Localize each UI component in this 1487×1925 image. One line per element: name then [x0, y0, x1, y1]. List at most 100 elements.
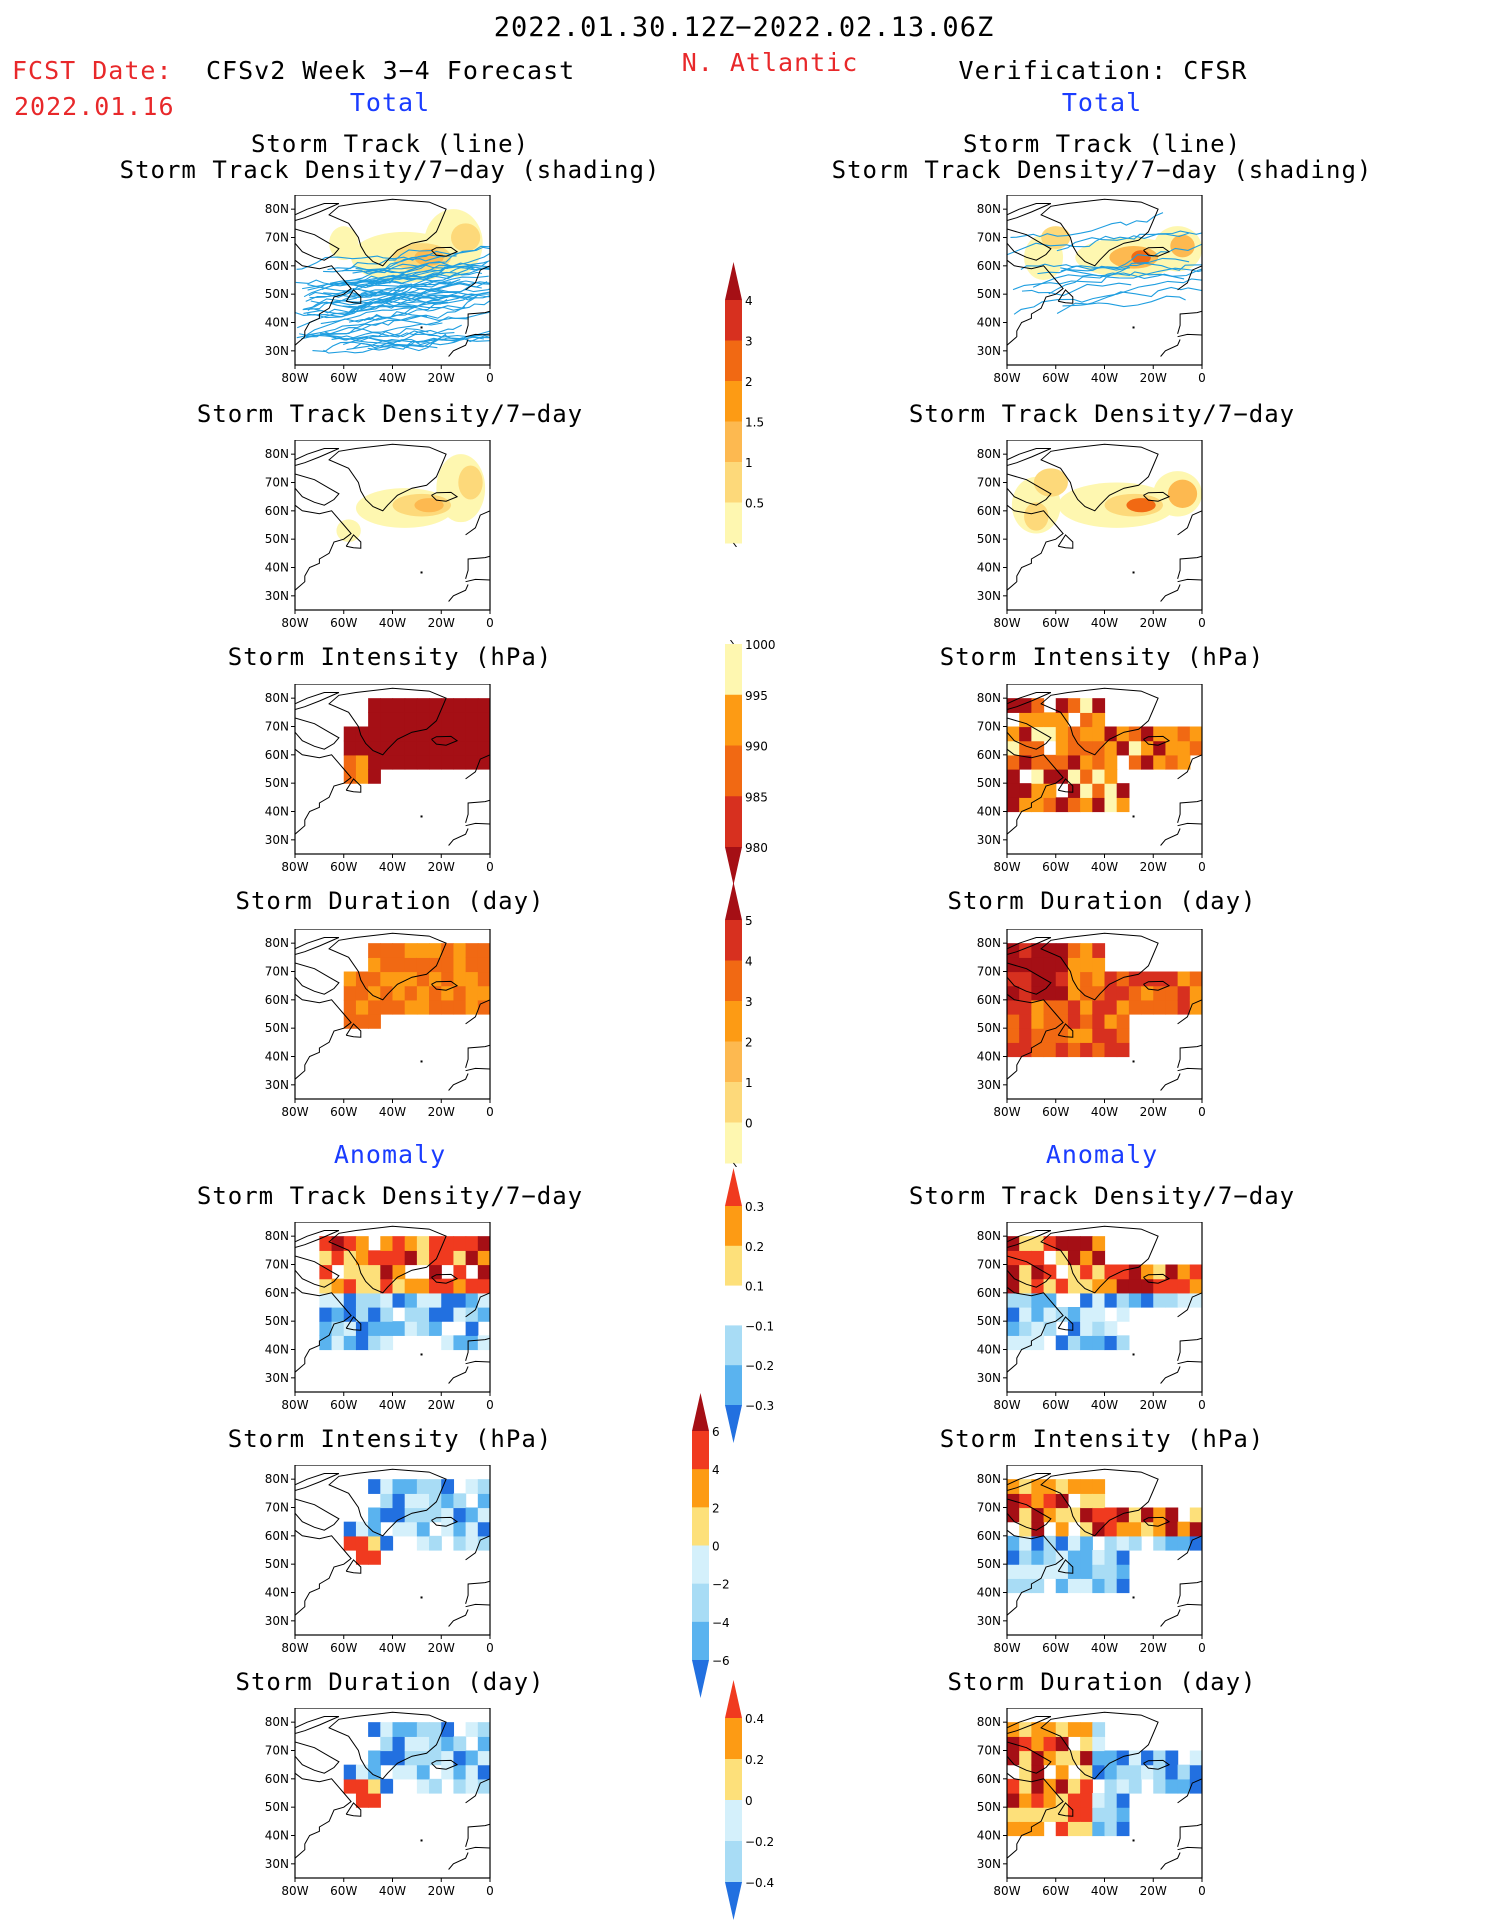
svg-text:40W: 40W — [1091, 1105, 1118, 1119]
svg-text:60N: 60N — [977, 1772, 1001, 1786]
svg-text:50N: 50N — [977, 532, 1001, 546]
svg-text:995: 995 — [745, 689, 768, 703]
svg-text:60W: 60W — [1042, 1884, 1069, 1898]
svg-text:80N: 80N — [977, 936, 1001, 950]
svg-text:5: 5 — [745, 914, 753, 928]
svg-text:3: 3 — [745, 335, 753, 349]
verification-title: Verification: CFSR — [958, 56, 1248, 85]
svg-text:0.5: 0.5 — [745, 497, 764, 511]
svg-text:40N: 40N — [977, 805, 1001, 819]
svg-text:−0.2: −0.2 — [745, 1359, 774, 1373]
svg-text:2: 2 — [712, 1501, 720, 1515]
svg-text:60W: 60W — [330, 616, 357, 630]
svg-text:70N: 70N — [265, 476, 289, 490]
svg-text:80N: 80N — [265, 691, 289, 705]
svg-text:60W: 60W — [1042, 1105, 1069, 1119]
fcst-date-value: 2022.01.16 — [14, 92, 175, 121]
svg-text:20W: 20W — [1140, 860, 1167, 874]
region-title: N. Atlantic — [681, 48, 859, 77]
svg-text:30N: 30N — [977, 589, 1001, 603]
svg-text:990: 990 — [745, 740, 768, 754]
svg-text:40W: 40W — [379, 1105, 406, 1119]
svg-text:60N: 60N — [977, 748, 1001, 762]
svg-text:30N: 30N — [977, 833, 1001, 847]
svg-text:0: 0 — [1198, 616, 1206, 630]
svg-text:60N: 60N — [977, 504, 1001, 518]
svg-text:50N: 50N — [977, 1021, 1001, 1035]
svg-text:60N: 60N — [977, 1529, 1001, 1543]
title-density-anom-left: Storm Track Density/7−day — [196, 1182, 584, 1210]
svg-text:20W: 20W — [1140, 1105, 1167, 1119]
svg-text:40N: 40N — [977, 316, 1001, 330]
map-intensity-forecast: 80N 70N 60N 50N 40N 30N 80W 60W 40W 20W 0 — [265, 684, 494, 874]
svg-text:80W: 80W — [993, 1641, 1020, 1655]
map-duration-verification: 80N 70N 60N 50N 40N 30N 80W 60W 40W 20W 0 — [977, 929, 1206, 1119]
svg-text:60N: 60N — [977, 993, 1001, 1007]
svg-text:20W: 20W — [428, 616, 455, 630]
title-track-line-left: Storm Track (line) — [250, 130, 530, 158]
svg-text:20W: 20W — [428, 1105, 455, 1119]
svg-text:30N: 30N — [265, 344, 289, 358]
svg-text:4: 4 — [712, 1463, 720, 1477]
svg-text:40W: 40W — [379, 860, 406, 874]
svg-text:1: 1 — [745, 456, 753, 470]
svg-text:70N: 70N — [977, 1501, 1001, 1515]
map-intensity-anom-forecast: 80N 70N 60N 50N 40N 30N 80W 60W 40W 20W 0 — [265, 1465, 494, 1655]
svg-text:0: 0 — [486, 371, 494, 385]
svg-text:0.2: 0.2 — [745, 1753, 764, 1767]
svg-text:50N: 50N — [265, 1800, 289, 1814]
svg-text:1000: 1000 — [745, 640, 776, 652]
svg-text:30N: 30N — [265, 833, 289, 847]
map-duration-anom-forecast: 80N 70N 60N 50N 40N 30N 80W 60W 40W 20W 0 — [265, 1708, 494, 1898]
svg-text:80W: 80W — [993, 371, 1020, 385]
svg-text:40W: 40W — [1091, 1641, 1118, 1655]
svg-text:2: 2 — [745, 1036, 753, 1050]
svg-text:0: 0 — [486, 616, 494, 630]
svg-text:−4: −4 — [712, 1616, 730, 1630]
svg-text:80N: 80N — [977, 447, 1001, 461]
title-track-density-right: Storm Track Density/7−day — [908, 400, 1296, 428]
svg-text:40W: 40W — [379, 1398, 406, 1412]
title-intensity-right: Storm Intensity (hPa) — [939, 643, 1265, 671]
svg-text:40W: 40W — [379, 371, 406, 385]
anomaly-label-left: Anomaly — [333, 1140, 447, 1169]
total-label-right: Total — [1061, 88, 1143, 117]
svg-text:40N: 40N — [265, 1586, 289, 1600]
colorbar-density-anom: 0.3 0.2 0.1 −0.1 −0.2 −0.3 — [725, 1168, 774, 1443]
svg-text:60W: 60W — [1042, 860, 1069, 874]
svg-text:0: 0 — [712, 1540, 720, 1554]
colorbar-intensity-anom: 6 4 2 0 −2 −4 −6 — [692, 1393, 730, 1698]
svg-text:50N: 50N — [265, 1557, 289, 1571]
svg-text:70N: 70N — [977, 231, 1001, 245]
svg-text:40N: 40N — [977, 1050, 1001, 1064]
map-density-forecast: 80N 70N 60N 50N 40N 30N 80W 60W 40W 20W 0 — [265, 440, 494, 630]
title-track-density-shading-right: Storm Track Density/7−day (shading) — [831, 156, 1373, 184]
svg-text:80N: 80N — [265, 202, 289, 216]
svg-text:60W: 60W — [1042, 1641, 1069, 1655]
svg-text:80W: 80W — [281, 1398, 308, 1412]
svg-text:40W: 40W — [1091, 371, 1118, 385]
svg-text:40N: 40N — [265, 805, 289, 819]
svg-text:980: 980 — [745, 841, 768, 855]
svg-text:40W: 40W — [1091, 860, 1118, 874]
svg-text:30N: 30N — [977, 344, 1001, 358]
svg-text:50N: 50N — [977, 1800, 1001, 1814]
svg-text:4: 4 — [745, 294, 753, 308]
svg-text:80W: 80W — [993, 1105, 1020, 1119]
map-density-anom-forecast: 80N 70N 60N 50N 40N 30N 80W 60W 40W 20W 0 — [265, 1222, 494, 1412]
svg-text:70N: 70N — [977, 720, 1001, 734]
title-density-anom-right: Storm Track Density/7−day — [908, 1182, 1296, 1210]
svg-text:80N: 80N — [977, 1229, 1001, 1243]
svg-text:60N: 60N — [265, 1529, 289, 1543]
svg-text:50N: 50N — [265, 1314, 289, 1328]
svg-text:4: 4 — [745, 955, 753, 969]
title-duration-anom-left: Storm Duration (day) — [235, 1668, 545, 1696]
colorbar-density: 4 3 2 1.5 1 0.5 — [725, 262, 764, 547]
svg-text:50N: 50N — [977, 1314, 1001, 1328]
svg-text:70N: 70N — [265, 1744, 289, 1758]
svg-text:70N: 70N — [977, 1744, 1001, 1758]
map-density-verification: 80N 70N 60N 50N 40N 30N 80W 60W 40W 20W 0 — [977, 440, 1206, 630]
fcst-date-label: FCST Date: — [12, 56, 173, 85]
svg-text:20W: 20W — [1140, 371, 1167, 385]
svg-text:60N: 60N — [265, 1286, 289, 1300]
